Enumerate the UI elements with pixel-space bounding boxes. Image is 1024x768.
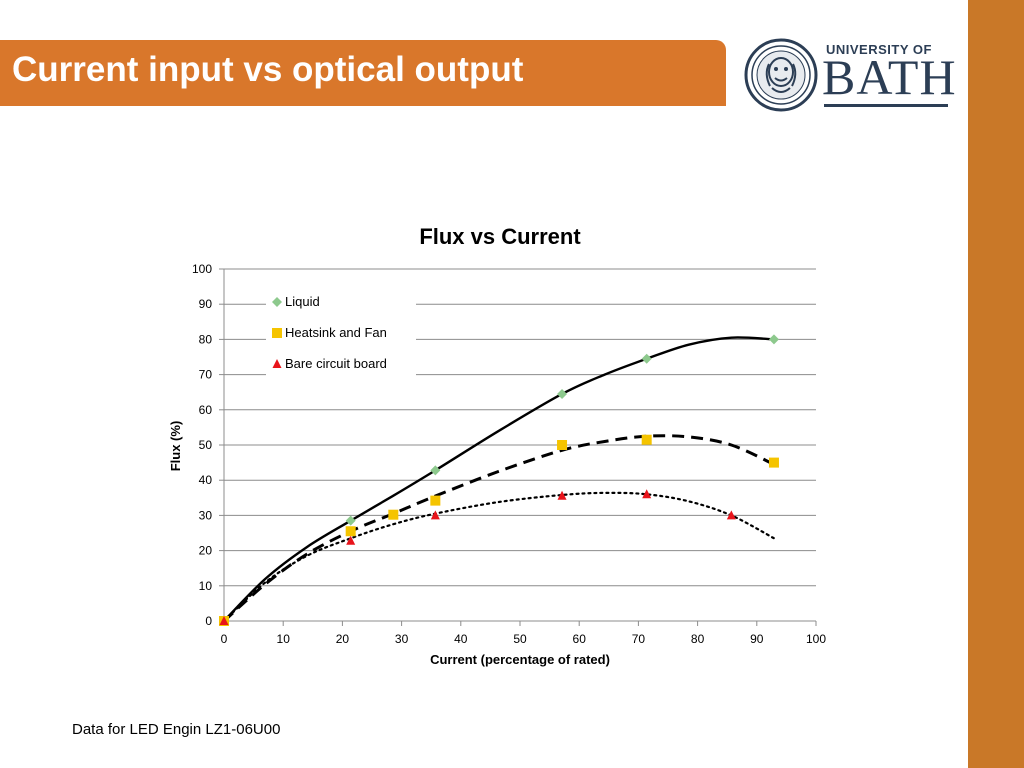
legend-label: Liquid: [285, 294, 320, 309]
trendline-liquid: [223, 336, 775, 622]
x-tick-label: 40: [454, 632, 468, 646]
y-tick-label: 50: [199, 438, 213, 452]
heatsink-and-fan-point: [345, 526, 356, 537]
x-tick-label: 10: [277, 632, 291, 646]
footer-note: Data for LED Engin LZ1-06U00: [72, 721, 281, 738]
heatsink-and-fan-point: [557, 440, 568, 450]
bare-circuit-board-point: [726, 510, 736, 520]
legend-label: Bare circuit board: [285, 356, 387, 371]
bare-circuit-board-point: [430, 510, 440, 520]
y-tick-label: 100: [192, 262, 212, 276]
bare-circuit-board-point: [557, 490, 567, 500]
y-tick-label: 0: [205, 614, 212, 628]
x-tick-label: 90: [750, 632, 764, 646]
legend-marker: [272, 328, 282, 338]
university-logo: UNIVERSITY OF BATH: [744, 36, 957, 116]
y-axis-label: Flux (%): [168, 421, 183, 472]
liquid-point: [641, 353, 652, 364]
chart-data-points: [219, 334, 779, 626]
chart-title: Flux vs Current: [419, 224, 581, 249]
liquid-point: [345, 515, 356, 526]
liquid-point: [557, 388, 568, 399]
chart-legend: Liquid Heatsink and Fan Bare circuit board: [266, 286, 416, 378]
x-tick-label: 60: [573, 632, 587, 646]
logo-university-text: UNIVERSITY OF: [826, 42, 932, 57]
x-axis-label: Current (percentage of rated): [430, 652, 610, 667]
legend-background: [266, 286, 416, 378]
y-tick-label: 20: [199, 544, 213, 558]
y-tick-label: 90: [199, 297, 213, 311]
logo-underline: [824, 104, 948, 107]
legend-marker: [272, 359, 282, 368]
title-bar: [0, 40, 726, 106]
bare-circuit-board-point: [346, 535, 356, 545]
legend-marker: [272, 297, 282, 307]
liquid-point: [430, 465, 441, 476]
x-tick-label: 30: [395, 632, 409, 646]
right-stripe: [968, 0, 1024, 768]
trendline-bare-circuit-board: [222, 491, 776, 623]
x-tick-label: 0: [221, 632, 228, 646]
x-tick-label: 80: [691, 632, 705, 646]
trendline-heatsink-and-fan: [223, 434, 775, 623]
bath-crest-icon: [744, 38, 818, 112]
chart-axes: 0 10 20 30 40 50 60 70 80 90 100 0 10 20 30 40 50 60 70 80 9…: [192, 262, 826, 646]
logo-bath-text: BATH: [822, 49, 957, 105]
liquid-point: [768, 334, 779, 345]
heatsink-and-fan-point: [641, 434, 652, 445]
bare-circuit-board-point: [219, 616, 229, 625]
x-tick-label: 50: [513, 632, 527, 646]
legend-label: Heatsink and Fan: [285, 325, 387, 340]
slide-title: Current input vs optical output: [12, 50, 524, 89]
heatsink-and-fan-point: [430, 495, 441, 506]
y-tick-label: 40: [199, 473, 213, 487]
y-tick-label: 30: [199, 508, 213, 522]
y-tick-label: 80: [199, 332, 213, 346]
y-tick-label: 10: [199, 579, 213, 593]
heatsink-and-fan-point: [768, 457, 779, 468]
chart-trendlines: [222, 336, 776, 623]
heatsink-and-fan-point: [388, 509, 399, 520]
x-tick-label: 70: [632, 632, 646, 646]
y-tick-label: 70: [199, 368, 213, 382]
bare-circuit-board-point: [642, 489, 652, 499]
x-tick-label: 100: [806, 632, 826, 646]
y-tick-label: 60: [199, 403, 213, 417]
x-tick-label: 20: [336, 632, 350, 646]
